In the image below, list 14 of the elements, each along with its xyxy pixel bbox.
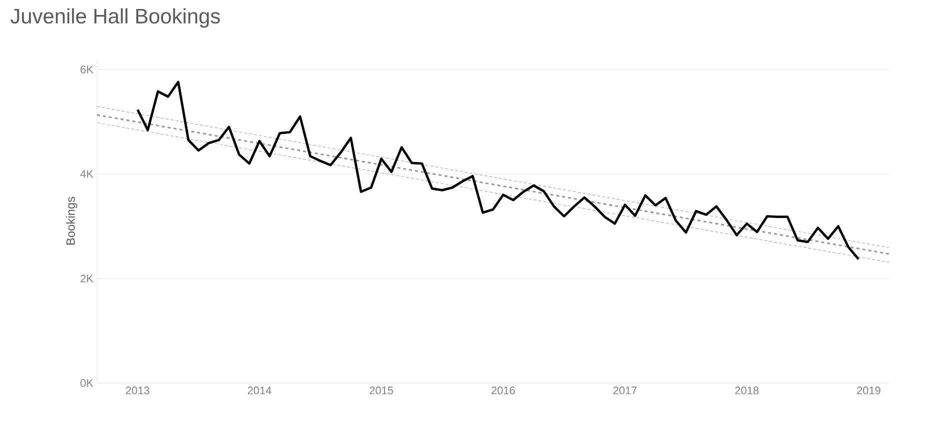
y-tick-label: 6K xyxy=(80,66,94,74)
x-tick-label: 2019 xyxy=(857,386,880,394)
x-tick-label: 2013 xyxy=(126,386,150,394)
x-tick-label: 2017 xyxy=(613,386,637,394)
y-tick-label: 4K xyxy=(80,170,94,178)
y-tick-label: 0K xyxy=(80,379,94,387)
y-tick-label: 2K xyxy=(80,274,94,282)
line-series xyxy=(136,80,860,260)
y-axis-title: Bookings xyxy=(66,196,78,245)
x-tick-label: 2015 xyxy=(370,386,394,394)
x-tick-label: 2014 xyxy=(248,386,272,394)
x-tick-label: 2018 xyxy=(735,386,759,394)
chart-title: Juvenile Hall Bookings xyxy=(10,8,220,28)
x-tick-label: 2016 xyxy=(492,386,515,394)
